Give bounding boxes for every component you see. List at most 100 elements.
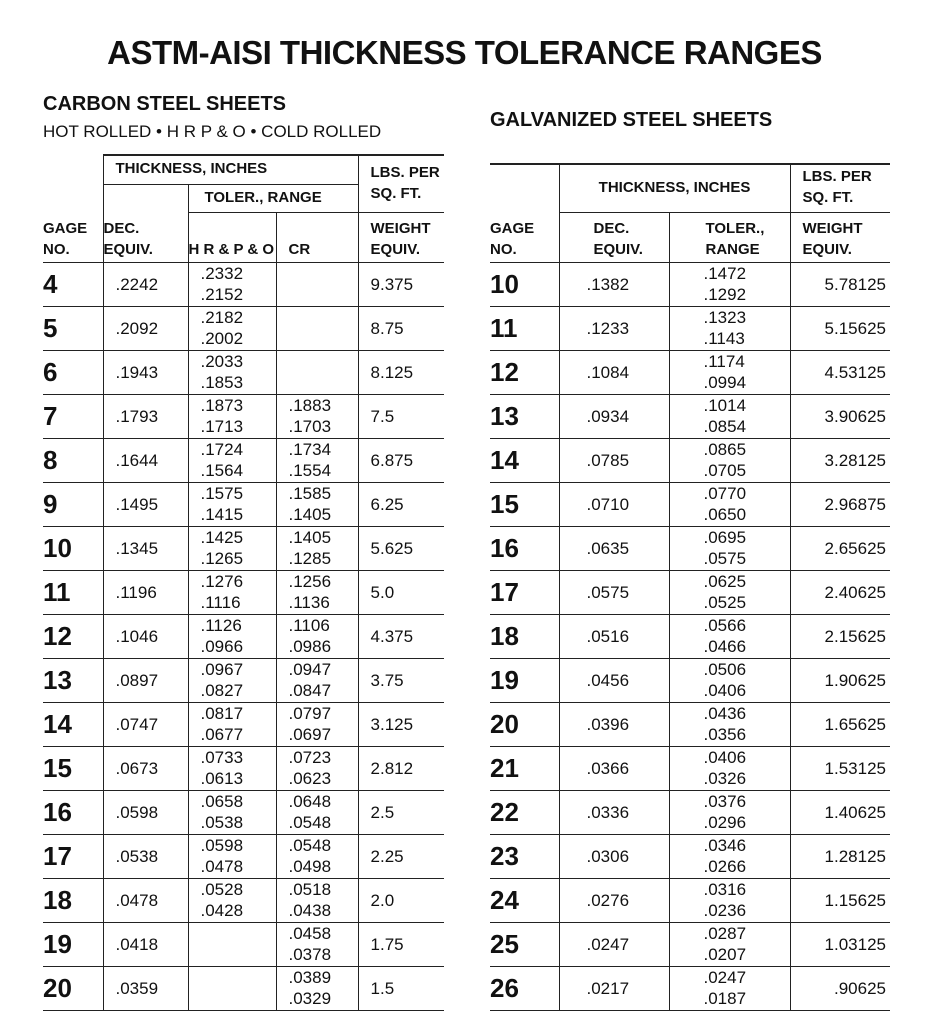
hr-po-range-cell: .1425 .1265 — [187, 525, 277, 571]
table-row: 14 .0785 .0865 .0705 3.28125 — [490, 437, 890, 483]
dec-equiv-cell-value: .0418 — [115, 934, 159, 954]
cr-range-cell-value: .0847 — [288, 681, 332, 700]
gage-cell-value: 25 — [490, 928, 519, 959]
dec-equiv-cell: .0747 — [102, 701, 189, 747]
dec-equiv-cell: .0366 — [558, 745, 670, 791]
table-row: 19 .0456 .0506 .0406 1.90625 — [490, 657, 890, 703]
header-dec: DEC. EQUIV. — [103, 183, 189, 263]
weight-cell-value: 8.125 — [370, 362, 414, 382]
weight-cell-value: .90625 — [834, 978, 886, 998]
toler-range-cell-value: .0207 — [703, 945, 747, 964]
gage-cell: 17 — [43, 833, 104, 879]
weight-cell-value: 3.90625 — [824, 406, 886, 426]
hr-po-range-cell-value: .0478 — [200, 857, 244, 876]
dec-equiv-cell-value: .1495 — [115, 494, 159, 514]
gage-cell-value: 15 — [43, 752, 72, 783]
weight-cell-value: 1.5 — [370, 978, 395, 998]
cr-range-cell — [275, 305, 359, 351]
weight-cell-value: 5.0 — [370, 582, 395, 602]
table-row: 15 .0710 .0770 .0650 2.96875 — [490, 481, 890, 527]
dec-equiv-cell-value: .0516 — [586, 626, 630, 646]
gage-cell-value: 12 — [43, 620, 72, 651]
weight-cell-value: 2.25 — [370, 846, 404, 866]
toler-range-cell-value: .0326 — [703, 769, 747, 788]
hr-po-range-cell-value: .2002 — [200, 329, 244, 348]
weight-cell: 1.5 — [357, 965, 445, 1011]
table-row: 22 .0336 .0376 .0296 1.40625 — [490, 789, 890, 835]
weight-cell: 3.125 — [357, 701, 445, 747]
gage-cell-value: 20 — [43, 972, 72, 1003]
dec-equiv-cell: .0396 — [558, 701, 670, 747]
table-row: 12 .1046 .1126 .0966 .1106 .0986 4.375 — [43, 613, 445, 659]
cr-range-cell: .1734 .1554 — [275, 437, 359, 483]
toler-range-cell: .0346 .0266 — [668, 833, 791, 879]
toler-range-cell: .1472 .1292 — [668, 261, 791, 307]
toler-range-cell: .1014 .0854 — [668, 393, 791, 439]
hr-po-range-cell-value: .0528 — [200, 880, 244, 899]
dec-equiv-cell: .1943 — [102, 349, 189, 395]
toler-range-cell-value: .0266 — [703, 857, 747, 876]
cr-range-cell-value: .1703 — [288, 417, 332, 436]
cr-range-cell-value: .0548 — [288, 836, 332, 855]
weight-cell: 6.25 — [357, 481, 445, 527]
weight-cell-value: 2.812 — [370, 758, 414, 778]
weight-cell: 2.812 — [357, 745, 445, 791]
weight-cell-value: 1.90625 — [824, 670, 886, 690]
dec-equiv-cell-value: .0538 — [115, 846, 159, 866]
weight-cell: 5.0 — [357, 569, 445, 615]
toler-range-cell: .0695 .0575 — [668, 525, 791, 571]
toler-range-cell-value: .0695 — [703, 528, 747, 547]
weight-cell: 1.65625 — [789, 701, 890, 747]
header-gage: GAGE NO. — [490, 163, 560, 263]
toler-range-cell-value: .0187 — [703, 989, 747, 1008]
gage-cell-value: 14 — [43, 708, 72, 739]
gage-cell-value: 22 — [490, 796, 519, 827]
hr-po-range-cell-value: .1564 — [200, 461, 244, 480]
dec-equiv-cell-value: .1233 — [586, 318, 630, 338]
toler-range-cell-value: .0346 — [703, 836, 747, 855]
header-gage: GAGE NO. — [43, 155, 104, 263]
table-row: 8 .1644 .1724 .1564 .1734 .1554 6.875 — [43, 437, 445, 483]
weight-cell-value: 2.40625 — [824, 582, 886, 602]
dec-equiv-cell: .0456 — [558, 657, 670, 703]
toler-range-cell-value: .0854 — [703, 417, 747, 436]
hr-po-range-cell-value: .0538 — [200, 813, 244, 832]
cr-range-cell-value: .1883 — [288, 396, 332, 415]
cr-range-cell: .0548 .0498 — [275, 833, 359, 879]
dec-equiv-cell: .0598 — [102, 789, 189, 835]
page-title: ASTM-AISI THICKNESS TOLERANCE RANGES — [107, 34, 822, 71]
table-row: 9 .1495 .1575 .1415 .1585 .1405 6.25 — [43, 481, 445, 527]
dec-equiv-cell-value: .0673 — [115, 758, 159, 778]
table-row: 24 .0276 .0316 .0236 1.15625 — [490, 877, 890, 923]
weight-cell-value: 3.75 — [370, 670, 404, 690]
cr-range-cell-value: .1585 — [288, 484, 332, 503]
dec-equiv-cell: .1644 — [102, 437, 189, 483]
gage-cell: 7 — [43, 393, 104, 439]
cr-range-cell-value: .0797 — [288, 704, 332, 723]
cr-range-cell-value: .1106 — [288, 616, 330, 635]
weight-cell-value: 1.28125 — [824, 846, 886, 866]
gage-cell-value: 20 — [490, 708, 519, 739]
gage-cell: 25 — [490, 921, 560, 967]
hr-po-range-cell: .0658 .0538 — [187, 789, 277, 835]
galvanized-steel-table: GAGE NO. THICKNESS, INCHES LBS. PER SQ. … — [490, 163, 890, 1011]
gage-cell-value: 13 — [490, 400, 519, 431]
hr-po-range-cell-value: .1425 — [200, 528, 244, 547]
hr-po-range-cell-value: .2152 — [200, 285, 244, 304]
hr-po-range-cell: .0598 .0478 — [187, 833, 277, 879]
table-row: 13 .0897 .0967 .0827 .0947 .0847 3.75 — [43, 657, 445, 703]
cr-range-cell-value: .0378 — [288, 945, 332, 964]
dec-equiv-cell: .0276 — [558, 877, 670, 923]
dec-equiv-cell: .0217 — [558, 965, 670, 1011]
toler-range-cell: .0625 .0525 — [668, 569, 791, 615]
toler-range-cell: .0436 .0356 — [668, 701, 791, 747]
table-row: 14 .0747 .0817 .0677 .0797 .0697 3.125 — [43, 701, 445, 747]
weight-cell: 6.875 — [357, 437, 445, 483]
gage-cell-value: 5 — [43, 312, 58, 343]
weight-cell: 1.28125 — [789, 833, 890, 879]
weight-cell-value: 3.28125 — [824, 450, 886, 470]
cr-range-cell-value: .0438 — [288, 901, 332, 920]
hr-po-range-cell-value: .2182 — [200, 308, 244, 327]
gage-cell-value: 23 — [490, 840, 519, 871]
toler-range-cell-value: .0436 — [703, 704, 747, 723]
